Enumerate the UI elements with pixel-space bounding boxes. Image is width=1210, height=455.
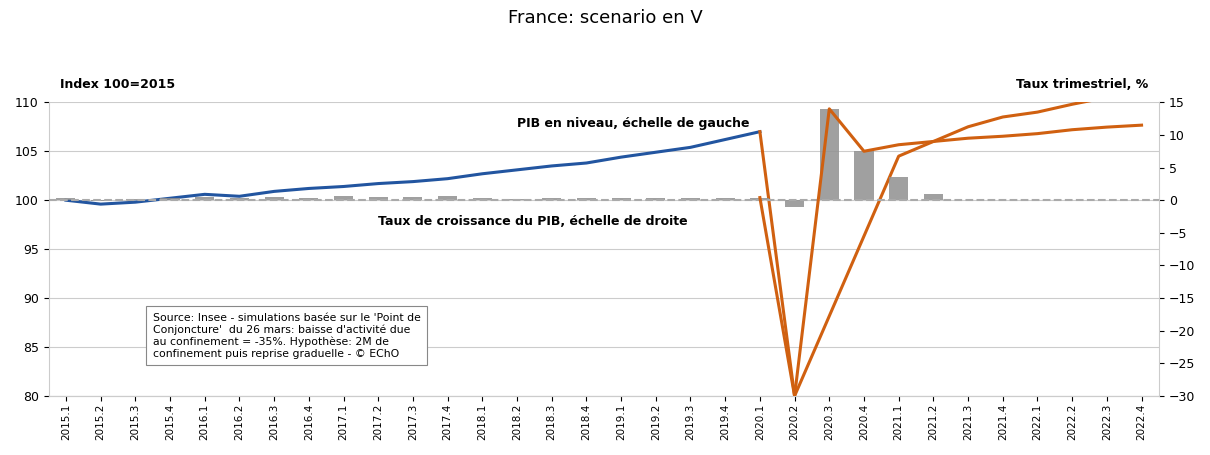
Text: Source: Insee - simulations basée sur le 'Point de
Conjoncture'  du 26 mars: bai: Source: Insee - simulations basée sur le… [152, 313, 421, 359]
Text: Taux de croissance du PIB, échelle de droite: Taux de croissance du PIB, échelle de dr… [379, 215, 687, 228]
Bar [265, 197, 283, 200]
Bar [785, 200, 805, 207]
Bar [507, 199, 526, 200]
Bar [126, 199, 145, 200]
Bar [889, 177, 909, 200]
Bar [542, 198, 561, 200]
Bar [750, 197, 770, 200]
Bar [369, 197, 387, 200]
Bar [57, 198, 75, 200]
Bar [195, 197, 214, 200]
Bar [681, 198, 701, 200]
Bar [923, 194, 943, 200]
Text: France: scenario en V: France: scenario en V [508, 9, 702, 27]
Text: PIB en niveau, échelle de gauche: PIB en niveau, échelle de gauche [517, 117, 749, 130]
Bar [161, 197, 179, 200]
Bar [473, 197, 491, 200]
Bar [577, 197, 597, 200]
Text: Index 100=2015: Index 100=2015 [59, 77, 174, 91]
Bar [438, 196, 457, 200]
Bar [91, 200, 110, 201]
Text: Taux trimestriel, %: Taux trimestriel, % [1015, 77, 1148, 91]
Bar [854, 151, 874, 200]
Bar [334, 196, 353, 200]
Bar [819, 109, 839, 200]
Bar [715, 197, 734, 200]
Bar [299, 198, 318, 200]
Bar [230, 198, 249, 200]
Bar [611, 198, 630, 200]
Bar [646, 198, 666, 200]
Bar [403, 197, 422, 200]
